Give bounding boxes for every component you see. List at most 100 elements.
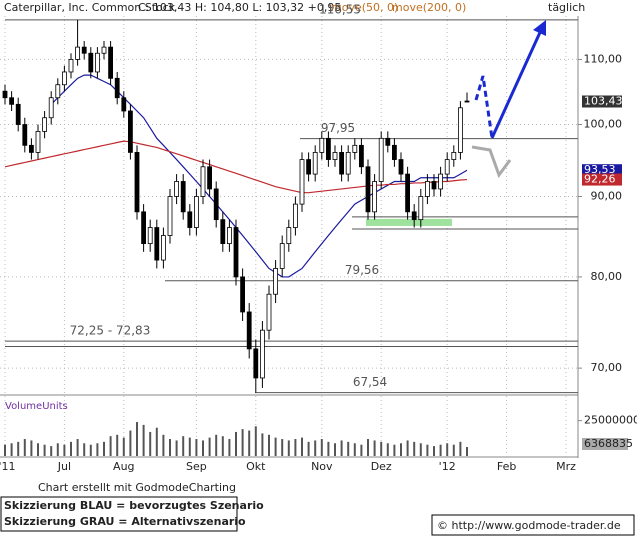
candle-body xyxy=(127,110,133,153)
candle-body xyxy=(108,46,113,79)
quote: C: 103,43 H: 104,80 L: 103,32 +0,95 xyxy=(138,1,341,14)
level-label: 72,25 - 72,83 xyxy=(70,324,151,338)
candle-body xyxy=(42,117,47,132)
candle-body xyxy=(332,152,338,160)
candle-body xyxy=(365,166,371,213)
candle-body xyxy=(266,293,272,331)
candle-body xyxy=(405,173,411,213)
candle-body xyxy=(114,77,120,99)
candle-body xyxy=(464,100,470,103)
candle-body xyxy=(101,46,107,54)
candle-body xyxy=(121,97,127,112)
candle-body xyxy=(81,46,87,54)
scenario-blue-dashed xyxy=(474,75,494,139)
candle-body xyxy=(259,329,265,379)
candle-body xyxy=(141,211,147,245)
candle-body xyxy=(134,152,140,213)
candle-body xyxy=(286,227,292,245)
x-tick-label: Okt xyxy=(246,460,266,473)
candle-body xyxy=(200,166,206,197)
candle-body xyxy=(180,181,186,213)
candle-body xyxy=(253,348,259,379)
scenario-arrowhead xyxy=(533,20,546,36)
x-tick-label: Sep xyxy=(186,460,207,473)
candle-body xyxy=(187,211,193,228)
candle-body xyxy=(160,235,166,261)
close-tag-bg xyxy=(582,95,622,108)
candle-body xyxy=(35,130,41,153)
candle-body xyxy=(15,103,21,125)
candle-body xyxy=(22,124,28,146)
candle-body xyxy=(207,166,213,190)
scenario-gray xyxy=(471,145,512,179)
candle-body xyxy=(28,144,34,153)
candle-body xyxy=(48,97,54,119)
candle-body xyxy=(88,52,94,73)
candle-body xyxy=(246,311,252,350)
plot: 70,00 80,00 90,00 100,00 110,00 '11 Jul Aug Sep O… xyxy=(0,2,637,473)
volume-tick-label: 25000000 xyxy=(584,414,637,427)
candle-body xyxy=(299,159,305,205)
x-tick-label: Feb xyxy=(497,460,516,473)
candle-body xyxy=(418,196,424,221)
credit: Chart erstellt mit GodmodeCharting xyxy=(38,481,236,494)
candle-body xyxy=(220,219,226,245)
ma-tag: 93,53 xyxy=(584,163,616,176)
candle-body xyxy=(457,107,463,153)
candle-body xyxy=(319,137,325,153)
moving-average xyxy=(50,74,468,278)
x-tick-label: '12 xyxy=(439,460,456,473)
x-tick-label: Nov xyxy=(311,460,333,473)
volume-tag-bg xyxy=(582,438,628,450)
source: © http://www.godmode-trader.de xyxy=(437,519,621,532)
x-tick-label: Aug xyxy=(113,460,134,473)
ma-tag: 92,26 xyxy=(584,173,616,186)
candle-body xyxy=(345,152,351,175)
candle-body xyxy=(174,181,180,197)
candle-body xyxy=(378,137,384,182)
candle-body xyxy=(167,196,173,236)
candle-body xyxy=(438,173,444,190)
candle-body xyxy=(240,276,246,313)
volume-tag: 6368835 xyxy=(584,437,633,450)
source-box xyxy=(431,514,635,536)
candle-body xyxy=(398,159,404,175)
candle-body xyxy=(154,227,160,261)
chart-title: Caterpillar, Inc. Common Stock xyxy=(4,1,176,14)
y-tick-label: 100,00 xyxy=(584,118,623,131)
candle-body xyxy=(312,152,318,175)
candle-body xyxy=(325,137,331,160)
candle-body xyxy=(2,90,8,99)
legend-gray: Skizzierung GRAU = Alternativszenario xyxy=(4,515,246,528)
candle-body xyxy=(62,71,67,86)
candle-body xyxy=(279,243,285,269)
volume-label: VolumeUnits xyxy=(5,401,68,412)
candle-body xyxy=(147,227,153,245)
legend-ma200: move(200, 0) xyxy=(392,1,466,14)
candle-body xyxy=(352,144,358,153)
candle-body xyxy=(451,152,457,160)
y-tick-label: 90,00 xyxy=(591,189,623,202)
candle-body xyxy=(358,144,364,168)
candle-body xyxy=(68,59,74,73)
legend-box xyxy=(0,496,238,532)
support-zone xyxy=(366,218,452,226)
y-tick-label: 70,00 xyxy=(591,361,623,374)
candle-body xyxy=(306,159,312,175)
moving-average xyxy=(4,140,468,194)
candle-body xyxy=(339,152,345,175)
ma-tag-bg xyxy=(582,173,622,186)
candle-body xyxy=(75,46,80,60)
legend-ma50: move(50, 0) xyxy=(331,1,398,14)
candle-body xyxy=(273,268,279,295)
y-tick-label: 80,00 xyxy=(591,270,623,283)
period: täglich xyxy=(548,1,585,14)
x-tick-label: Mrz xyxy=(556,460,576,473)
level-label: 116,55 xyxy=(319,2,361,16)
candle-body xyxy=(193,196,199,228)
level-label: 67,54 xyxy=(353,375,387,389)
candle-body xyxy=(213,188,219,221)
level-label: 79,56 xyxy=(345,263,379,277)
